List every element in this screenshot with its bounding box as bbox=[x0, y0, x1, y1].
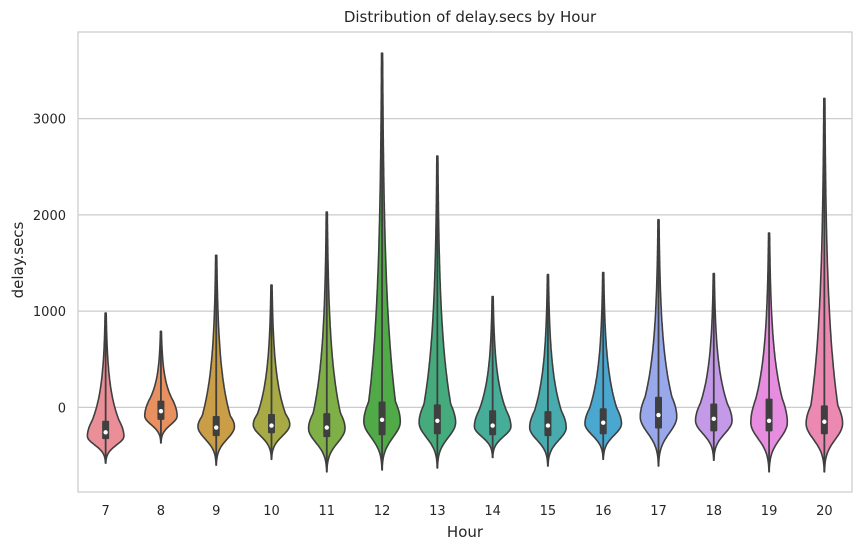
y-tick-labels: 0 1000 2000 3000 bbox=[33, 113, 66, 417]
median-19 bbox=[766, 418, 772, 423]
y-axis-label: delay.secs bbox=[9, 221, 27, 298]
x-axis-label: Hour bbox=[447, 523, 484, 541]
median-11 bbox=[324, 425, 329, 430]
median-16 bbox=[601, 420, 606, 425]
median-9 bbox=[214, 425, 219, 430]
plot-frame bbox=[77, 31, 853, 493]
median-18 bbox=[711, 416, 716, 422]
median-15 bbox=[545, 423, 551, 428]
x-tick-label: 8 bbox=[157, 504, 165, 519]
iqr-box-19 bbox=[765, 398, 773, 432]
y-tick-label: 3000 bbox=[33, 113, 66, 128]
x-tick-label: 20 bbox=[816, 504, 833, 519]
x-tick-label: 12 bbox=[374, 504, 391, 519]
median-8 bbox=[158, 408, 164, 414]
x-tick-label: 18 bbox=[706, 504, 723, 519]
median-14 bbox=[490, 423, 495, 428]
violins bbox=[86, 52, 844, 473]
iqr-box-7 bbox=[102, 420, 110, 440]
x-tick-label: 10 bbox=[263, 504, 280, 519]
x-tick-label: 19 bbox=[761, 504, 778, 519]
y-tick-label: 2000 bbox=[33, 209, 66, 224]
iqr-box-11 bbox=[323, 413, 331, 438]
median-13 bbox=[435, 418, 440, 423]
median-12 bbox=[379, 417, 385, 423]
x-tick-label: 17 bbox=[650, 504, 667, 519]
x-tick-label: 15 bbox=[540, 504, 557, 519]
x-tick-label: 9 bbox=[212, 504, 220, 519]
iqr-box-17 bbox=[655, 396, 662, 429]
x-tick-label: 7 bbox=[102, 504, 110, 519]
median-20 bbox=[822, 419, 827, 424]
median-10 bbox=[269, 423, 274, 428]
x-tick-label: 16 bbox=[595, 504, 612, 519]
x-tick-label: 13 bbox=[429, 504, 446, 519]
median-17 bbox=[656, 412, 661, 418]
x-tick-label: 14 bbox=[484, 504, 501, 519]
x-tick-label: 11 bbox=[319, 504, 336, 519]
iqr-box-14 bbox=[489, 410, 497, 436]
grid-lines bbox=[78, 117, 852, 408]
chart-title: Distribution of delay.secs by Hour bbox=[344, 8, 597, 26]
y-tick-label: 1000 bbox=[33, 305, 66, 320]
x-tick-labels: 7 8 9 10 11 12 13 14 15 16 17 18 19 20 bbox=[102, 504, 833, 519]
y-tick-label: 0 bbox=[58, 401, 66, 416]
median-7 bbox=[103, 430, 108, 435]
